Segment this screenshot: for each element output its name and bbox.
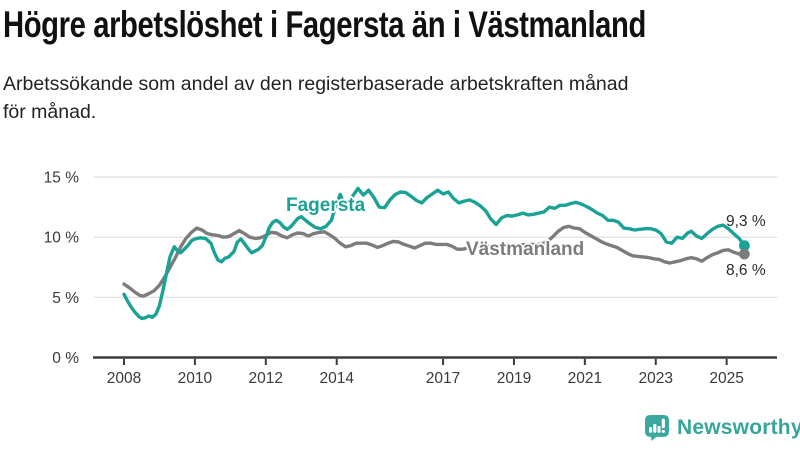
end-value-label-fagersta: 9,3 %: [726, 213, 766, 230]
logo-bubble-shape: [645, 415, 669, 441]
subtitle-line-1: Arbetssökande som andel av den registerb…: [3, 73, 629, 95]
x-tick-label-2014: 2014: [319, 370, 354, 387]
chart-subtitle: Arbetssökande som andel av den registerb…: [3, 71, 628, 126]
y-tick-label-15: 15 %: [44, 170, 80, 187]
end-dot-vastmanland: [738, 248, 750, 260]
x-tick-label-2023: 2023: [639, 370, 673, 387]
end-dot-fagersta: [738, 240, 750, 251]
y-tick-label-5: 5 %: [52, 290, 79, 307]
x-tick-label-2025: 2025: [709, 370, 743, 387]
logo-exclamation-dot: [661, 429, 665, 433]
x-tick-label-2008: 2008: [107, 370, 141, 387]
series-label-fagersta: Fagersta: [286, 195, 366, 216]
y-tick-label-0: 0 %: [52, 350, 79, 367]
x-tick-label-2017: 2017: [426, 370, 460, 387]
series-line-vastmanland: [122, 224, 747, 298]
logo-bar-2: [653, 423, 657, 433]
x-tick-label-2010: 2010: [178, 370, 213, 387]
x-tick-label-2019: 2019: [497, 370, 531, 387]
series-label-vastmanland: Västmanland: [466, 239, 585, 260]
subtitle-line-2: för månad.: [3, 100, 97, 123]
series-line-fagersta: [122, 186, 747, 321]
newsworthy-logo-text: Newsworthy: [677, 415, 800, 439]
y-tick-label-10: 10 %: [44, 230, 80, 247]
newsworthy-logo[interactable]: Newsworthy: [644, 414, 800, 441]
logo-exclamation-bar: [661, 418, 665, 429]
logo-bar-1: [649, 426, 653, 433]
end-value-label-vastmanland: 8,6 %: [726, 262, 766, 279]
page-title: Högre arbetslöshet i Fagersta än i Västm…: [3, 4, 646, 45]
logo-bar-3: [657, 425, 661, 433]
x-tick-label-2012: 2012: [249, 370, 283, 387]
x-tick-label-2021: 2021: [568, 370, 602, 387]
newsworthy-logo-icon: [645, 415, 669, 441]
